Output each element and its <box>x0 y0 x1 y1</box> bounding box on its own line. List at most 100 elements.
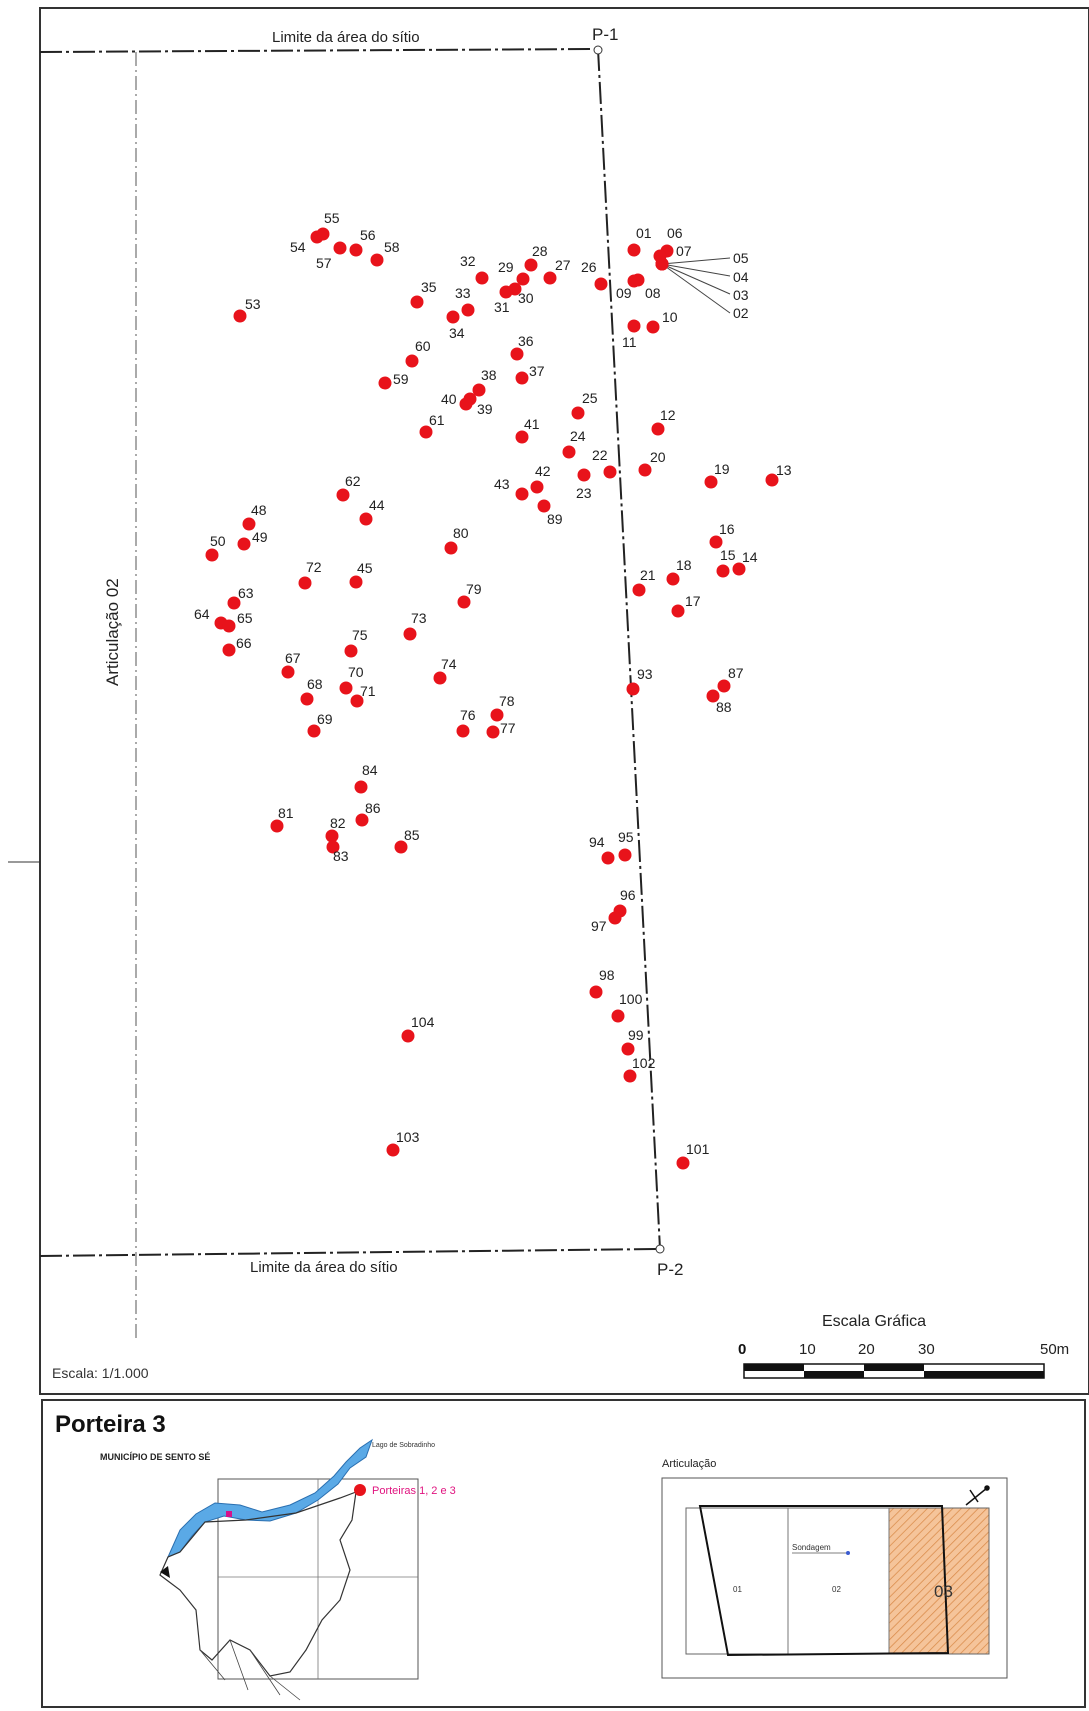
sample-point-label-17: 17 <box>685 593 701 609</box>
sample-point-72 <box>298 576 312 590</box>
sample-point-24 <box>562 445 576 459</box>
location-inset-map: Lago de Sobradinho Porteiras 1, 2 e 3 <box>159 1438 456 1701</box>
sample-point-label-67: 67 <box>285 650 301 666</box>
sample-point-70 <box>339 681 353 695</box>
north-arrow-icon <box>965 1485 990 1506</box>
sample-point-label-18: 18 <box>676 557 692 573</box>
sample-point-label-56: 56 <box>360 227 376 243</box>
sample-point-44 <box>359 512 373 526</box>
lake-label: Lago de Sobradinho <box>372 1442 435 1449</box>
sample-point-label-97: 97 <box>591 918 607 934</box>
sample-point-29 <box>516 272 530 286</box>
sample-point-label-72: 72 <box>306 559 322 575</box>
lake-shape <box>167 1438 373 1558</box>
legend-title: Porteira 3 <box>55 1411 166 1438</box>
sample-point-label-87: 87 <box>728 665 744 681</box>
corner-p2-label: P-2 <box>657 1260 683 1279</box>
sheet-01-label: 01 <box>733 1585 742 1594</box>
sample-point-label-79: 79 <box>466 581 482 597</box>
articulation-title: Articulação <box>662 1458 716 1470</box>
sample-point-38 <box>472 383 486 397</box>
sample-point-label-33: 33 <box>455 285 471 301</box>
sample-point-label-55: 55 <box>324 210 340 226</box>
corner-p1-label: P-1 <box>592 25 618 44</box>
porteiras-marker-small <box>226 1511 232 1517</box>
sample-point-60 <box>405 354 419 368</box>
site-outline-small <box>698 1505 950 1657</box>
sample-point-label-66: 66 <box>236 635 252 651</box>
scale-segment <box>804 1371 864 1378</box>
sample-point-77 <box>486 725 500 739</box>
sample-point-104 <box>401 1029 415 1043</box>
sample-point-label-28: 28 <box>532 243 548 259</box>
scale-tick-10: 10 <box>799 1341 816 1358</box>
sample-point-label-15: 15 <box>720 547 736 563</box>
sample-point-label-06: 06 <box>667 225 683 241</box>
sample-point-84 <box>354 780 368 794</box>
boundary-right <box>597 48 661 1250</box>
sample-point-label-26: 26 <box>581 259 597 275</box>
municipality-seat-marker <box>160 1566 170 1578</box>
sample-point-87 <box>717 679 731 693</box>
sample-point-80 <box>444 541 458 555</box>
sample-point-23 <box>577 468 591 482</box>
municipality-border <box>159 1491 357 1677</box>
scale-bar: Escala Gráfica 0 10 20 30 50m <box>738 1313 1069 1379</box>
sample-point-label-61: 61 <box>429 412 445 428</box>
sample-point-label-45: 45 <box>357 560 373 576</box>
sample-point-label-38: 38 <box>481 367 497 383</box>
sample-point-45 <box>349 575 363 589</box>
sample-point-56 <box>349 243 363 257</box>
sample-point-label-89: 89 <box>547 511 563 527</box>
sample-point-94 <box>601 851 615 865</box>
sample-point-label-42: 42 <box>535 463 551 479</box>
sample-point-62 <box>336 488 350 502</box>
sample-point-76 <box>456 724 470 738</box>
sample-point-label-29: 29 <box>498 259 514 275</box>
sample-point-label-16: 16 <box>719 521 735 537</box>
sample-point-18 <box>666 572 680 586</box>
sample-point-label-20: 20 <box>650 449 666 465</box>
scale-text: Escala: 1/1.000 <box>52 1365 149 1381</box>
sample-point-label-31: 31 <box>494 299 510 315</box>
sample-point-label-81: 81 <box>278 805 294 821</box>
sample-point-63 <box>227 596 241 610</box>
sample-point-label-68: 68 <box>307 676 323 692</box>
sample-point-43 <box>515 487 529 501</box>
sample-point-label-13: 13 <box>776 462 792 478</box>
sample-point-53 <box>233 309 247 323</box>
sample-point-label-82: 82 <box>330 815 346 831</box>
sample-point-label-12: 12 <box>660 407 676 423</box>
sample-point-label-74: 74 <box>441 656 457 672</box>
sample-point-label-11: 11 <box>622 334 637 350</box>
map-frame <box>39 7 1089 1395</box>
sample-point-label-86: 86 <box>365 800 381 816</box>
sample-point-69 <box>307 724 321 738</box>
scale-tick-50: 50m <box>1040 1341 1069 1358</box>
sample-point-83 <box>326 840 340 854</box>
articulation-inset: 01 02 03 Sondagem <box>661 1477 1008 1679</box>
side-credit-text <box>2 1340 16 1700</box>
sample-point-82 <box>325 829 339 843</box>
scale-segment <box>864 1364 924 1371</box>
sample-point-label-44: 44 <box>369 497 385 513</box>
sample-point-48 <box>242 517 256 531</box>
sample-point-95 <box>618 848 632 862</box>
sample-point-49 <box>237 537 251 551</box>
point-layer: 01 02 03 04 05 06 07 08 09 10 11 12 13 14 15 16 17 18 19 20… <box>194 210 792 1170</box>
sample-point-label-01: 01 <box>636 225 652 241</box>
sample-point-label-43: 43 <box>494 476 510 492</box>
sample-point-label-27: 27 <box>555 257 571 273</box>
sample-point-label-39: 39 <box>477 401 493 417</box>
point-leader-lines <box>661 257 731 314</box>
sample-point-label-10: 10 <box>662 309 678 325</box>
sample-point-34 <box>446 310 460 324</box>
sample-point-label-88: 88 <box>716 699 732 715</box>
sample-point-41 <box>515 430 529 444</box>
sample-point-label-85: 85 <box>404 827 420 843</box>
sample-point-32 <box>475 271 489 285</box>
sample-point-78 <box>490 708 504 722</box>
sample-point-label-104: 104 <box>411 1014 435 1030</box>
sample-point-label-53: 53 <box>245 296 261 312</box>
corner-p2-marker <box>655 1244 665 1254</box>
